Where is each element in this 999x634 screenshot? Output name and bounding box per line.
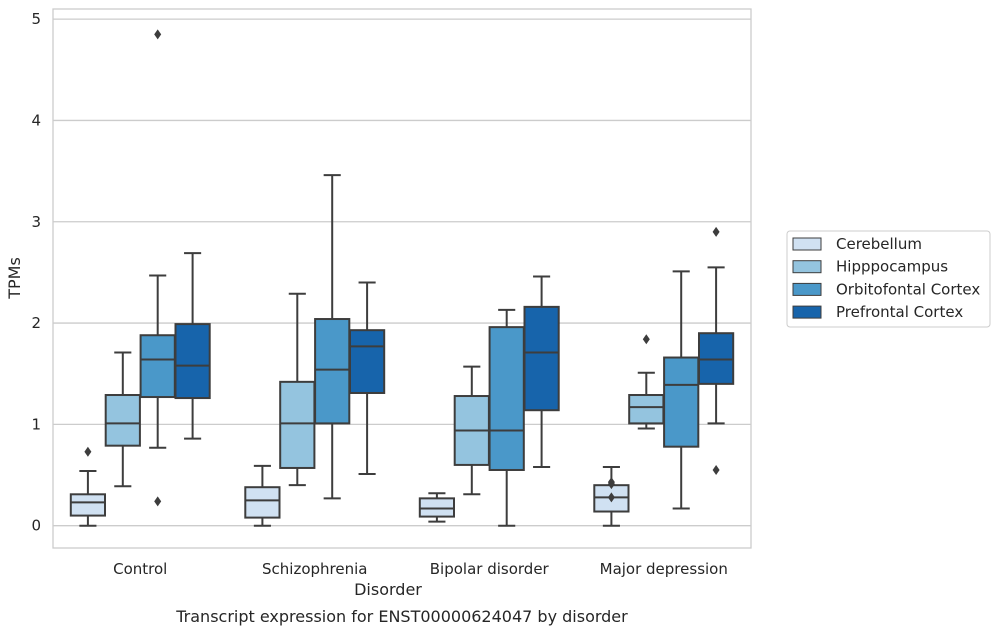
outlier-point: [712, 464, 720, 475]
chart-caption: Transcript expression for ENST0000062404…: [175, 607, 628, 626]
legend-label: Cerebellum: [836, 235, 922, 253]
y-tick-label: 0: [31, 517, 41, 535]
y-tick-label: 2: [31, 314, 41, 332]
legend-swatch: [792, 260, 822, 274]
iqr-box: [279, 380, 316, 469]
iqr-box: [69, 493, 107, 517]
y-axis-ticks: 0 1 2 3 4 5: [31, 10, 41, 535]
legend-label: Prefrontal Cortex: [836, 303, 963, 321]
y-tick-label: 3: [31, 213, 41, 231]
box-2-2: [488, 308, 525, 527]
iqr-box: [488, 326, 525, 471]
box-3-1: [628, 334, 665, 430]
iqr-box: [104, 394, 141, 447]
gridlines: [53, 18, 751, 527]
outlier-point: [712, 226, 720, 237]
iqr-box: [174, 323, 211, 400]
x-axis-ticks: Control Schizophrenia Bipolar disorder Majo…: [113, 560, 728, 578]
y-tick-label: 4: [31, 111, 41, 129]
legend: Cerebellum Hipppocampus Orbitofontal Corte…: [786, 230, 991, 328]
plot-frame: [52, 8, 752, 549]
iqr-box: [663, 356, 700, 448]
x-tick-label: Major depression: [600, 560, 728, 578]
legend-swatch: [792, 282, 822, 296]
box-0-3: [174, 252, 211, 440]
box-1-1: [279, 292, 316, 487]
box-3-0: [593, 465, 630, 527]
x-tick-label: Schizophrenia: [262, 560, 367, 578]
iqr-box: [139, 334, 176, 399]
iqr-box: [628, 394, 665, 425]
legend-label: Hipppocampus: [836, 258, 948, 276]
legend-swatch: [792, 305, 822, 319]
box-2-0: [418, 492, 456, 523]
box-2-1: [453, 365, 490, 496]
box-3-3: [697, 226, 735, 475]
iqr-box: [348, 329, 386, 394]
x-axis-title: Disorder: [354, 580, 422, 599]
box-1-3: [348, 281, 386, 476]
outlier-point: [84, 446, 92, 457]
iqr-box: [314, 318, 351, 425]
iqr-box: [244, 486, 281, 519]
x-tick-label: Control: [113, 560, 167, 578]
outlier-point: [154, 29, 162, 40]
outlier-point: [642, 334, 650, 345]
box-1-2: [314, 174, 351, 500]
legend-frame: [786, 230, 991, 328]
y-axis-title: TPMs: [5, 257, 24, 300]
box-0-0: [69, 446, 107, 527]
box-1-0: [244, 464, 281, 527]
box-3-2: [663, 270, 700, 510]
legend-swatch: [792, 237, 822, 251]
outlier-point: [154, 496, 162, 507]
legend-label: Orbitofontal Cortex: [836, 280, 980, 298]
outlier-point: [607, 492, 615, 503]
iqr-box: [523, 305, 560, 412]
outlier-point: [607, 477, 615, 488]
box-0-2: [139, 29, 176, 507]
y-tick-label: 5: [31, 10, 41, 28]
iqr-box: [418, 497, 456, 518]
box-2-3: [523, 275, 560, 468]
iqr-box: [697, 332, 735, 385]
box-plot-series: [69, 29, 735, 527]
x-tick-label: Bipolar disorder: [430, 560, 550, 578]
box-0-1: [104, 351, 141, 488]
y-tick-label: 1: [31, 415, 41, 433]
